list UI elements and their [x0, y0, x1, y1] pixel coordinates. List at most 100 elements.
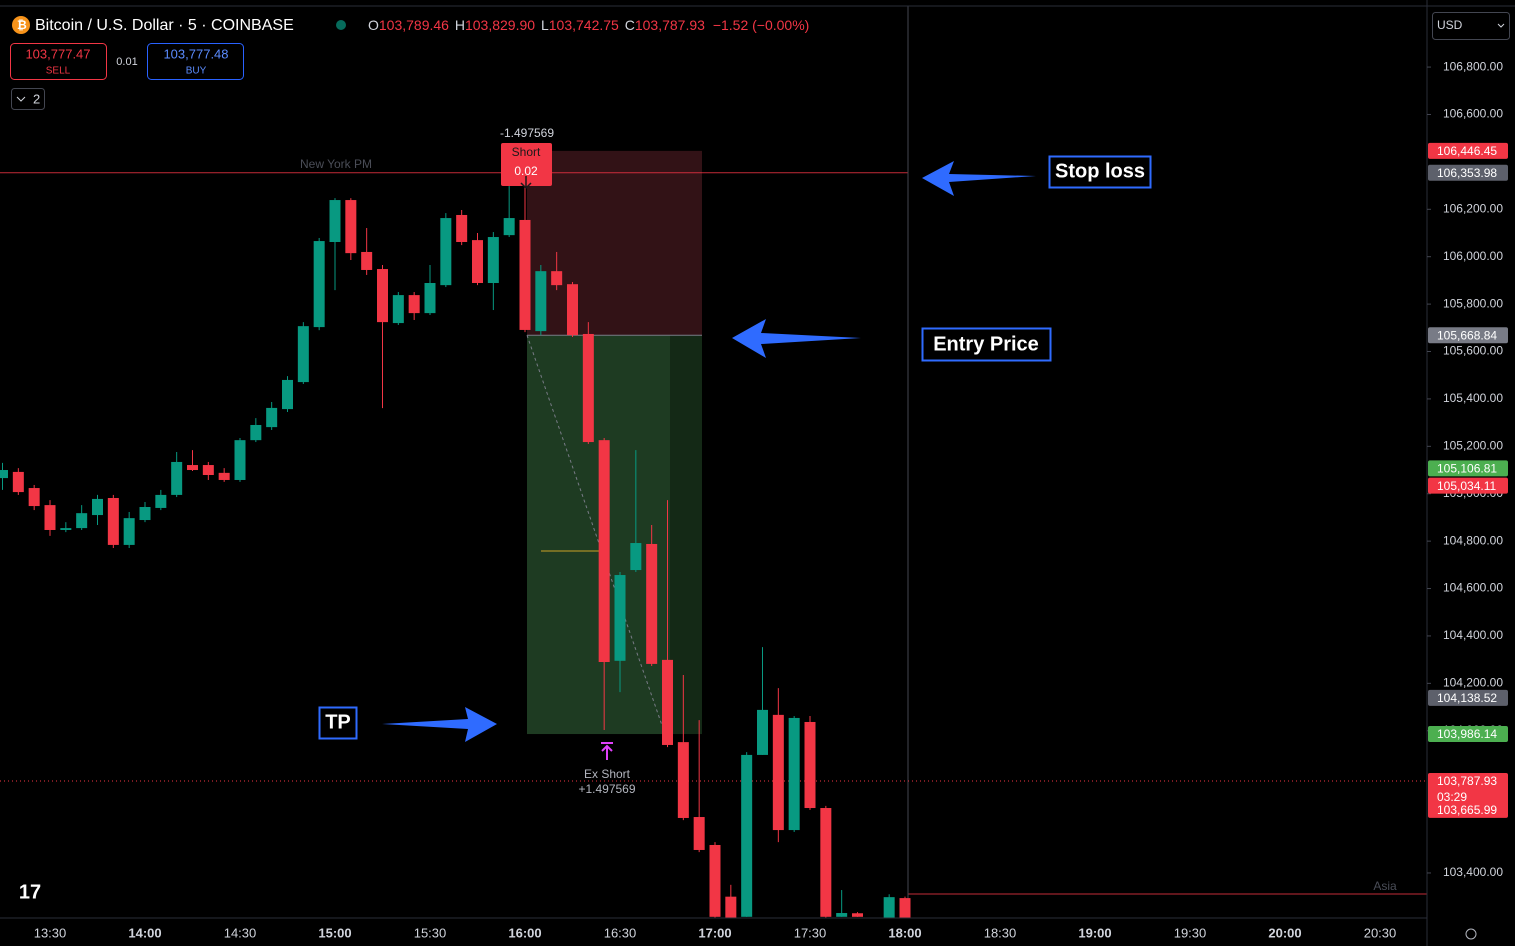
annotation: TP: [325, 711, 351, 733]
buy-label: BUY: [186, 66, 207, 77]
settings-icon[interactable]: [1465, 928, 1477, 940]
price-label: 106,446.45: [1437, 144, 1497, 158]
x-tick-label: 15:00: [318, 925, 351, 940]
arrow: [922, 161, 1036, 196]
tv-logo[interactable]: 17: [19, 881, 41, 903]
price-label-bg: [1428, 327, 1508, 344]
candle-body: [155, 494, 167, 508]
ohlc-key: O: [368, 17, 379, 33]
ohlc-key: C: [625, 17, 635, 33]
ohlc-value: 103,787.93: [635, 17, 705, 33]
candle-body: [12, 471, 24, 493]
price-label: 105,034.11: [1437, 479, 1496, 493]
annotation: Entry Price: [933, 333, 1039, 355]
candle-body: [868, 932, 879, 944]
trade-path: [526, 335, 666, 735]
price-label: 103,665.99: [1437, 803, 1497, 817]
price-label-bg: [1428, 142, 1508, 159]
candle-body: [361, 251, 373, 270]
candle-body: [598, 440, 610, 663]
symbol-title[interactable]: Bitcoin / U.S. Dollar · 5 · COINBASE: [35, 17, 294, 34]
btc-icon: [12, 16, 30, 34]
annotation: Stop loss: [1055, 160, 1145, 182]
candle-body: [788, 717, 800, 831]
session-label: New York PM: [300, 157, 372, 171]
candle-body: [725, 896, 737, 918]
candle-body: [92, 498, 103, 516]
chevron: [1497, 23, 1505, 28]
candle-body: [234, 440, 246, 480]
candle-body: [693, 817, 705, 850]
candle-body: [551, 271, 563, 286]
candle-body: [440, 218, 452, 286]
candle-body: [709, 844, 721, 917]
exit-pnl: +1.497569: [578, 782, 635, 796]
ohlc-key: L: [541, 17, 549, 33]
candle-body: [76, 513, 88, 529]
candle-body: [852, 913, 863, 917]
buy-button[interactable]: [147, 43, 244, 80]
price-label: 106,353.98: [1437, 166, 1497, 180]
x-tick-label: 19:00: [1078, 925, 1111, 940]
candle-body: [266, 407, 278, 428]
currency-select[interactable]: [1432, 12, 1510, 40]
candle-body: [535, 271, 547, 332]
candle-body: [456, 214, 468, 243]
candle-body: [646, 543, 658, 664]
x-tick-label: 16:30: [604, 925, 637, 940]
candle-body: [757, 709, 768, 755]
y-tick-label: 106,200.00: [1443, 201, 1503, 215]
sell-price: 103,777.47: [25, 46, 90, 61]
annotation-box: [921, 327, 1052, 362]
candle-body: [392, 295, 404, 324]
x-tick-label: 16:00: [508, 925, 541, 940]
price-label: 103,787.93: [1437, 774, 1497, 788]
x-tick-label: 17:30: [794, 925, 827, 940]
indicators-count: 2: [33, 91, 40, 106]
candle-body: [202, 465, 214, 475]
x-tick-label: 15:30: [414, 925, 447, 940]
x-tick-label: 17:00: [698, 925, 731, 940]
ohlc: O103,789.46 H103,829.90 L103,742.75 C103…: [368, 17, 809, 33]
candle-body: [630, 543, 642, 571]
candle-body: [297, 326, 309, 383]
change: −1.52 (−0.00%): [713, 17, 810, 33]
price-label-bg: [1428, 689, 1508, 706]
ohlc-value: 103,742.75: [549, 17, 619, 33]
candle-body: [139, 506, 151, 521]
currency: USD: [1437, 18, 1463, 32]
trade-label: Short: [512, 145, 541, 159]
x-tick-label: 19:30: [1174, 925, 1207, 940]
price-label: 103,986.14: [1437, 727, 1497, 741]
candle-body: [820, 808, 832, 917]
chevron: [16, 96, 26, 102]
sell-button[interactable]: [10, 43, 107, 80]
y-tick-label: 105,400.00: [1443, 391, 1503, 405]
arrow: [382, 707, 497, 742]
sell-label: SELL: [46, 66, 71, 77]
indicators-toggle[interactable]: [11, 88, 45, 110]
candle-body: [329, 200, 341, 243]
candle-body: [487, 237, 499, 284]
quantity[interactable]: 0.01: [116, 56, 137, 68]
candle-body: [107, 497, 119, 545]
candle-body: [44, 505, 56, 530]
y-tick-label: 104,600.00: [1443, 581, 1503, 595]
candle-body: [662, 659, 673, 745]
candle-body: [60, 528, 72, 530]
candle-body: [187, 465, 198, 471]
annotation-box: [318, 706, 358, 740]
y-tick-label: 106,800.00: [1443, 59, 1503, 73]
x-tick-label: 14:00: [128, 925, 161, 940]
candle-body: [28, 488, 40, 507]
x-tick-label: 18:00: [888, 925, 921, 940]
candle-body: [883, 897, 895, 918]
y-tick-label: 104,800.00: [1443, 533, 1503, 547]
x-tick-label: 18:30: [984, 925, 1017, 940]
candle-body: [282, 379, 293, 410]
candle-body: [123, 518, 135, 545]
price-label-bg: [1428, 164, 1508, 181]
price-label: 104,138.52: [1437, 691, 1497, 705]
price-label-bg: [1428, 460, 1508, 477]
